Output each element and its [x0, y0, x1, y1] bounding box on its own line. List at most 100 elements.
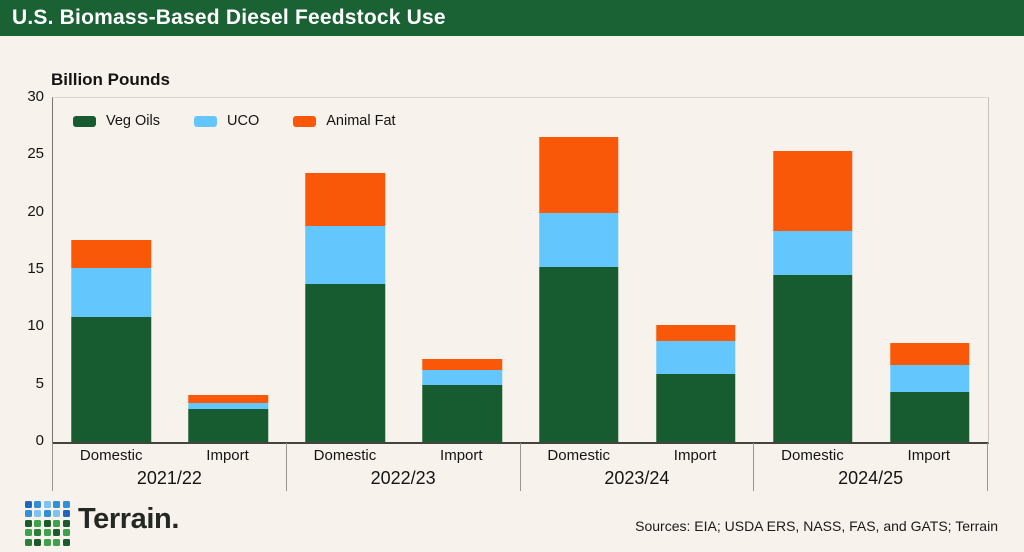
logo-square [62, 519, 70, 527]
legend-item: Animal Fat [293, 113, 396, 129]
x-label-group: Domestic Import 2023/24 [519, 443, 754, 491]
year-label: 2021/22 [136, 468, 202, 488]
logo-square [34, 538, 42, 546]
year-label: 2023/24 [604, 468, 670, 488]
category-label: Import [673, 447, 717, 464]
legend-item: UCO [194, 113, 259, 129]
logo-square [43, 510, 51, 518]
logo-square [53, 538, 61, 546]
bar-segment [71, 317, 152, 442]
logo-square [53, 529, 61, 537]
bar-segment [188, 403, 269, 409]
stacked-bar [422, 98, 502, 442]
bar-group [754, 98, 988, 442]
bar-segment [539, 266, 619, 442]
legend-item: Veg Oils [73, 113, 160, 129]
logo-square [25, 501, 32, 508]
category-label: Domestic [313, 447, 377, 464]
legend-label: UCO [227, 113, 260, 129]
legend-label: Animal Fat [326, 113, 396, 129]
logo-square [62, 538, 70, 546]
bar-segment [305, 172, 385, 227]
terrain-logo [25, 501, 70, 546]
category-label: Import [440, 447, 483, 464]
x-label-group: Domestic Import 2024/25 [753, 443, 987, 491]
bar-segment [889, 391, 970, 442]
bar-group [521, 98, 755, 442]
x-label-group: Domestic Import 2021/22 [52, 443, 286, 491]
y-tick-label: 25 [27, 145, 44, 163]
x-label-group: Domestic Import 2022/23 [285, 443, 520, 491]
bar-segment [71, 240, 152, 268]
y-tick-label: 15 [27, 260, 44, 277]
category-label: Import [907, 447, 951, 464]
logo-square [25, 519, 32, 527]
logo-square [43, 519, 51, 527]
logo-square [62, 510, 70, 518]
y-tick-label: 0 [35, 432, 44, 449]
y-tick-label: 20 [27, 202, 44, 220]
y-tick-label: 10 [27, 317, 44, 335]
legend: Veg Oils UCO Animal Fat [73, 113, 396, 129]
bar-segment [656, 341, 736, 375]
y-tick-label: 30 [27, 88, 44, 105]
bar-segment [656, 325, 736, 342]
bar-segment [188, 395, 269, 404]
bar-segment [656, 374, 736, 442]
stacked-bar [188, 98, 269, 442]
logo-square [34, 501, 42, 508]
brand-text: Terrain. [78, 503, 180, 535]
stacked-bar [305, 98, 385, 442]
logo-square [62, 501, 70, 508]
bar-segment [305, 226, 385, 284]
y-axis: 0 5 10 15 20 25 30 [0, 0, 44, 552]
logo-square [43, 529, 51, 537]
logo-square [53, 501, 61, 508]
stacked-bar [889, 98, 970, 442]
bar-segment [889, 343, 970, 366]
header-bar: U.S. Biomass-Based Diesel Feedstock Use [0, 0, 1024, 36]
bar-groups [53, 98, 988, 442]
year-label: 2024/25 [838, 468, 904, 488]
bar-segment [889, 365, 970, 392]
logo-square [34, 529, 42, 537]
stacked-bar [539, 98, 619, 442]
legend-swatch [293, 115, 317, 127]
bar-segment [772, 150, 853, 232]
logo-square [62, 529, 70, 537]
logo-square [53, 519, 61, 527]
logo-square [34, 510, 42, 518]
legend-swatch [194, 115, 217, 127]
stacked-bar [772, 98, 853, 442]
category-label: Domestic [79, 447, 143, 464]
y-axis-title: Billion Pounds [51, 70, 170, 89]
stacked-bar [656, 98, 736, 442]
bar-segment [772, 231, 853, 275]
legend-swatch [73, 115, 96, 127]
category-label: Domestic [781, 447, 844, 464]
chart-title: U.S. Biomass-Based Diesel Feedstock Use [12, 6, 446, 29]
bar-group [287, 98, 521, 442]
bar-segment [305, 283, 385, 442]
logo-square [34, 519, 42, 527]
bar-segment [71, 267, 152, 318]
x-axis-labels: Domestic Import 2021/22 Domestic Import 2022/… [52, 443, 988, 491]
bar-segment [422, 359, 502, 370]
bar-group [53, 98, 287, 442]
logo-square [25, 510, 32, 518]
sources-text: Sources: EIA; USDA ERS, NASS, FAS, and G… [635, 518, 998, 534]
category-label: Domestic [547, 447, 610, 464]
stacked-bar [71, 98, 152, 442]
logo-square [43, 501, 51, 508]
logo-square [43, 538, 51, 546]
legend-label: Veg Oils [106, 113, 160, 129]
bar-segment [539, 212, 619, 267]
logo-square [25, 538, 32, 546]
bar-segment [422, 384, 502, 442]
logo-square [53, 510, 61, 518]
year-label: 2022/23 [370, 468, 436, 488]
bar-segment [772, 274, 853, 442]
bar-segment [422, 369, 502, 385]
bar-segment [188, 408, 269, 442]
